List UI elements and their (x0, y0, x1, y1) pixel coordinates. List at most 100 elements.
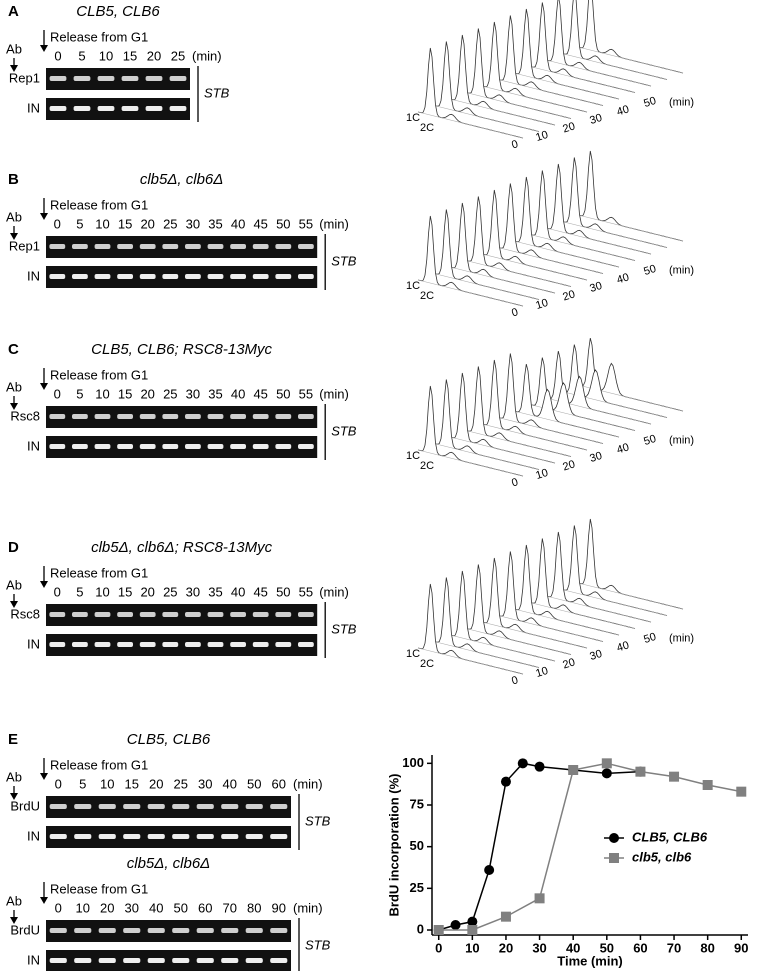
marker (669, 771, 680, 782)
panel-letter: D (8, 539, 19, 556)
flow-tick-label: 20 (561, 458, 576, 473)
gel-band (98, 804, 116, 809)
gel-band (252, 274, 269, 279)
marker (433, 925, 444, 935)
histogram-trace (577, 0, 684, 74)
time-label: 20 (140, 584, 154, 599)
flow-unit: (min) (669, 434, 694, 446)
gel-band (49, 76, 67, 81)
gel-band (297, 642, 314, 647)
flow-tick-label: 0 (510, 306, 519, 319)
gel-band (230, 274, 247, 279)
peak-label: 1C (406, 648, 420, 660)
gel-band (162, 244, 179, 249)
gel-row (46, 796, 291, 818)
gel-band (71, 612, 88, 617)
gel-band (94, 612, 111, 617)
gel-band (74, 958, 92, 963)
gel-band (139, 444, 156, 449)
row-label: Rep1 (9, 238, 40, 253)
marker (534, 893, 545, 904)
gel-band (196, 928, 214, 933)
marker (568, 765, 579, 775)
time-label: 50 (247, 776, 261, 791)
row-label: IN (27, 828, 40, 843)
peak-label: 2C (420, 122, 434, 134)
gel-band (230, 414, 247, 419)
gel-band (184, 612, 201, 617)
region-label: STB (331, 423, 357, 438)
time-label: 0 (54, 386, 61, 401)
gel-band (221, 834, 239, 839)
time-label: 20 (140, 386, 154, 401)
gel-band (172, 834, 190, 839)
marker (601, 768, 612, 779)
time-label: 10 (95, 584, 109, 599)
gel-band (221, 928, 239, 933)
gel-band (123, 958, 141, 963)
panel-letter: B (8, 171, 19, 188)
time-label: 45 (253, 584, 267, 599)
peak-label: 2C (420, 290, 434, 302)
region-label: STB (204, 85, 230, 100)
gel-band (196, 804, 214, 809)
release-label: Release from G1 (50, 367, 148, 382)
marker (467, 925, 478, 935)
legend-marker (609, 833, 619, 843)
y-axis-label: BrdU incorporation (%) (386, 774, 401, 917)
gel-band (221, 958, 239, 963)
gel-band (94, 414, 111, 419)
time-label: 10 (76, 900, 90, 915)
trace-baseline (417, 111, 524, 139)
flow-tick-label: 40 (615, 103, 630, 118)
peak-label: 2C (420, 658, 434, 670)
gel-band (117, 244, 134, 249)
marker (517, 758, 528, 769)
time-label: 25 (163, 386, 177, 401)
time-label: 20 (149, 776, 163, 791)
flow-tick-label: 40 (615, 639, 630, 654)
panel-title: clb5Δ, clb6Δ (140, 171, 224, 188)
trace-baseline (513, 410, 620, 438)
gel-band (49, 414, 66, 419)
gel-band (207, 612, 224, 617)
gel-band (275, 244, 292, 249)
time-unit: (min) (319, 386, 349, 401)
gel-row (46, 98, 190, 120)
trace-baseline (497, 417, 604, 444)
time-label: 40 (231, 216, 245, 231)
gel-band (49, 244, 66, 249)
trace-baseline (417, 449, 524, 477)
gel-band (147, 928, 165, 933)
gel-band (49, 958, 67, 963)
gel-band (147, 834, 165, 839)
gel-band (117, 612, 134, 617)
arrow-head (40, 581, 48, 588)
region-label: STB (331, 253, 357, 268)
time-label: 0 (54, 216, 61, 231)
trace-baseline (561, 589, 668, 616)
x-tick-label: 90 (734, 940, 748, 955)
trace-baseline (497, 247, 604, 274)
arrow-head (10, 65, 18, 72)
time-label: 60 (198, 900, 212, 915)
gel-band (184, 244, 201, 249)
gel-band (49, 834, 67, 839)
legend-label: clb5, clb6 (632, 849, 692, 864)
gel-band (184, 274, 201, 279)
trace-baseline (529, 66, 636, 93)
time-unit: (min) (192, 48, 222, 63)
gel-band (73, 76, 91, 81)
gel-band (230, 612, 247, 617)
time-label: 0 (55, 776, 62, 791)
gel-row (46, 604, 318, 626)
time-label: 30 (125, 900, 139, 915)
time-label: 25 (171, 48, 185, 63)
gel-row (46, 950, 291, 971)
row-label: IN (27, 952, 40, 967)
gel-band (71, 444, 88, 449)
gel-band (117, 414, 134, 419)
trace-baseline (433, 105, 540, 132)
time-label: 40 (223, 776, 237, 791)
gel-band (74, 834, 92, 839)
